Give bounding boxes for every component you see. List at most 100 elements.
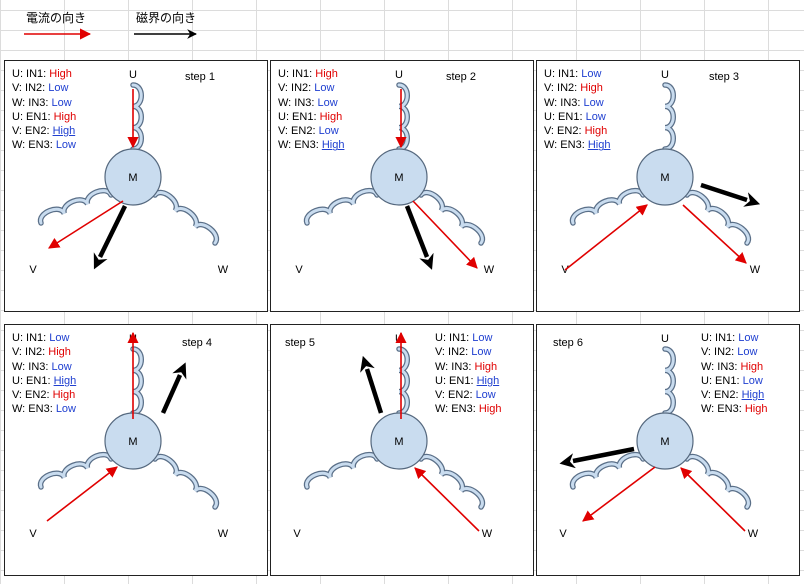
motor-circle <box>104 148 162 206</box>
pin-state-line: U: IN1: Low <box>435 331 501 345</box>
coil-u-fill <box>397 347 409 415</box>
coil-u-fill <box>397 83 409 151</box>
pin-state-line: U: EN1: High <box>12 110 76 124</box>
pin-label: V: EN2: <box>12 125 53 138</box>
coil-u-fill <box>131 83 143 151</box>
pin-value: Low <box>742 374 763 387</box>
coil-v-fill <box>39 453 113 489</box>
coil-u-fill <box>663 347 675 415</box>
motor-label: M <box>394 436 403 448</box>
phase-label-w: W <box>748 528 759 540</box>
coil-w <box>684 453 752 510</box>
pin-value: High <box>584 125 608 138</box>
pin-label: W: IN3: <box>701 360 741 373</box>
pin-state-line: V: IN2: High <box>12 345 76 359</box>
phase-label-v: V <box>559 528 567 540</box>
coil-w-fill <box>685 191 750 245</box>
pin-state-line: U: IN1: Low <box>12 331 76 345</box>
pin-value: High <box>53 110 77 123</box>
pin-state-list: U: IN1: Low V: IN2: High W: IN3: Low U: EN1… <box>12 331 76 417</box>
current-arrow <box>582 466 656 522</box>
pin-state-list: U: IN1: Low V: IN2: Low W: IN3: High U: EN1… <box>435 331 501 417</box>
pin-value: Low <box>318 125 339 138</box>
pin-label: W: EN3: <box>12 403 56 416</box>
pin-value: High <box>321 139 345 152</box>
field-arrow <box>559 446 635 469</box>
pin-value: Low <box>314 82 335 95</box>
pin-label: W: IN3: <box>435 360 475 373</box>
pin-label: V: IN2: <box>701 346 738 359</box>
pin-label: V: EN2: <box>544 125 585 138</box>
pin-value: High <box>49 68 72 80</box>
field-arrow <box>404 205 434 270</box>
pin-value: High <box>587 139 611 152</box>
pin-state-line: W: EN3: High <box>278 138 344 152</box>
pin-label: V: EN2: <box>701 389 742 402</box>
step-label: step 5 <box>285 337 315 349</box>
pin-label: U: EN1: <box>701 374 743 387</box>
current-arrow <box>48 200 124 249</box>
pin-value: Low <box>472 332 493 344</box>
pin-state-line: U: IN1: High <box>12 67 76 81</box>
field-arrow <box>360 355 384 414</box>
pin-value: Low <box>48 82 69 95</box>
pin-state-line: V: IN2: Low <box>12 81 76 95</box>
step-label: step 2 <box>446 71 476 83</box>
panel-step-3: U: IN1: Low V: IN2: High W: IN3: Low U: EN1… <box>536 60 800 312</box>
pin-state-line: V: EN2: High <box>12 388 76 402</box>
pin-label: U: EN1: <box>435 374 477 387</box>
pin-state-line: V: EN2: High <box>12 124 76 138</box>
legend-current-label: 電流の向き <box>26 11 87 25</box>
pin-state-line: U: IN1: High <box>278 67 344 81</box>
coil-v-fill <box>305 453 379 489</box>
pin-state-list: U: IN1: High V: IN2: Low W: IN3: Low U: EN1… <box>278 67 344 153</box>
pin-label: U: IN1: <box>435 332 473 344</box>
motor-circle <box>636 148 694 206</box>
motor-label: M <box>394 172 403 184</box>
pin-label: W: IN3: <box>12 360 52 373</box>
pin-label: U: EN1: <box>12 110 54 123</box>
pin-state-line: W: IN3: Low <box>12 96 76 110</box>
pin-label: W: IN3: <box>278 96 318 109</box>
pin-state-list: U: IN1: High V: IN2: Low W: IN3: Low U: EN1… <box>12 67 76 153</box>
pin-label: W: EN3: <box>435 403 479 416</box>
pin-label: W: EN3: <box>701 403 745 416</box>
pin-label: V: EN2: <box>12 389 53 402</box>
pin-value: Low <box>55 139 76 152</box>
pin-value: High <box>741 389 765 402</box>
motor-circle <box>370 412 428 470</box>
pin-state-line: W: EN3: Low <box>12 138 76 152</box>
phase-label-u: U <box>661 333 669 345</box>
coil-w-fill <box>419 455 484 509</box>
pin-state-line: V: EN2: Low <box>278 124 344 138</box>
coil-v-fill <box>571 453 645 489</box>
phase-label-u: U <box>395 333 403 345</box>
pin-state-line: W: IN3: Low <box>544 96 610 110</box>
current-arrow <box>46 466 118 522</box>
coil-w-fill <box>153 455 218 509</box>
coil-v-fill <box>39 189 113 225</box>
pin-label: W: EN3: <box>544 139 588 152</box>
phase-label-u: U <box>129 69 137 81</box>
pin-value: High <box>52 389 76 402</box>
current-arrow <box>564 204 648 271</box>
pin-value: High <box>319 110 343 123</box>
pin-value: Low <box>581 68 602 80</box>
field-arrow <box>93 205 128 270</box>
pin-state-line: U: EN1: High <box>435 374 501 388</box>
step-label: step 1 <box>185 71 215 83</box>
pin-state-line: V: EN2: High <box>701 388 767 402</box>
pin-label: V: EN2: <box>278 125 319 138</box>
pin-value: Low <box>583 96 604 109</box>
pin-state-line: W: IN3: High <box>435 360 501 374</box>
phase-label-v: V <box>295 264 303 276</box>
pin-label: U: EN1: <box>544 110 586 123</box>
pin-value: High <box>478 403 502 416</box>
phase-label-u: U <box>661 69 669 81</box>
step-label: step 3 <box>709 71 739 83</box>
panel-step-1: U: IN1: High V: IN2: Low W: IN3: Low U: EN1… <box>4 60 268 312</box>
